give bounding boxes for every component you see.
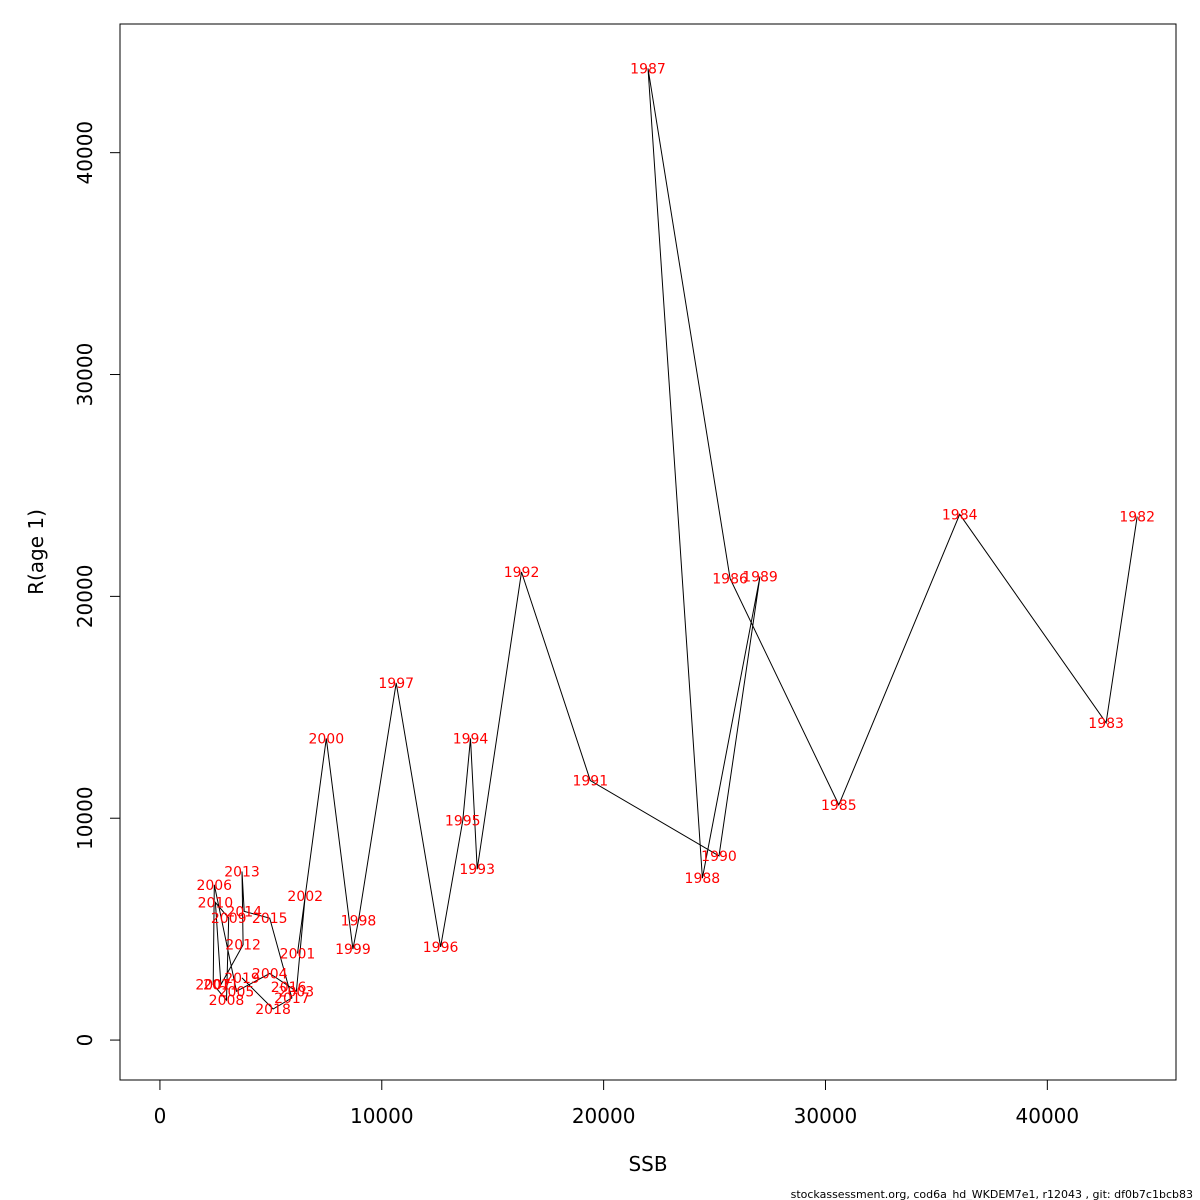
point-label-1988: 1988 (685, 871, 721, 887)
point-label-1989: 1989 (742, 569, 778, 585)
y-tick-label: 10000 (73, 786, 97, 850)
point-label-2018: 2018 (255, 1002, 291, 1018)
x-tick-label: 10000 (350, 1104, 414, 1128)
x-tick-label: 20000 (572, 1104, 636, 1128)
point-label-2014: 2014 (226, 904, 262, 920)
point-label-2003: 2003 (279, 984, 315, 1000)
point-label-2009: 2009 (211, 911, 247, 927)
point-label-1993: 1993 (459, 862, 495, 878)
x-axis-title: SSB (628, 1152, 667, 1176)
point-label-1982: 1982 (1119, 510, 1155, 526)
point-label-2017: 2017 (274, 991, 310, 1007)
point-label-1998: 1998 (341, 913, 377, 929)
x-tick-label: 0 (154, 1104, 167, 1128)
point-label-1995: 1995 (445, 813, 481, 829)
point-label-2006: 2006 (196, 878, 232, 894)
point-label-1983: 1983 (1088, 716, 1124, 732)
point-label-2010: 2010 (198, 896, 234, 912)
point-label-2008: 2008 (209, 993, 245, 1009)
x-axis: 0 10000 20000 30000 40000 (154, 1079, 1080, 1128)
point-label-1987: 1987 (630, 61, 666, 77)
y-axis: 0 10000 20000 30000 40000 (73, 121, 121, 1047)
point-label-1990: 1990 (701, 849, 737, 865)
y-tick-label: 0 (73, 1034, 97, 1047)
point-label-2015: 2015 (252, 911, 288, 927)
y-tick-label: 30000 (73, 343, 97, 407)
point-label-1986: 1986 (712, 572, 748, 588)
point-label-1985: 1985 (821, 798, 857, 814)
point-label-2002: 2002 (287, 889, 323, 905)
point-label-2007: 2007 (195, 978, 231, 994)
y-axis-title: R(age 1) (24, 509, 48, 595)
point-label-1992: 1992 (504, 565, 540, 581)
point-label-2011: 2011 (203, 978, 239, 994)
point-label-1999: 1999 (335, 942, 371, 958)
point-label-2004: 2004 (252, 967, 288, 983)
point-label-1991: 1991 (572, 774, 608, 790)
point-label-2016: 2016 (271, 980, 307, 996)
footer-text: stockassessment.org, cod6a_hd_WKDEM7e1, … (791, 1188, 1193, 1200)
point-label-2001: 2001 (280, 947, 316, 963)
y-tick-label: 20000 (73, 565, 97, 629)
point-label-2000: 2000 (308, 731, 344, 747)
point-label-2013: 2013 (224, 864, 260, 880)
x-tick-label: 30000 (794, 1104, 858, 1128)
x-tick-label: 40000 (1016, 1104, 1080, 1128)
series-line (212, 68, 1138, 1010)
point-label-2005: 2005 (219, 984, 255, 1000)
point-label-1997: 1997 (378, 676, 414, 692)
point-label-1994: 1994 (453, 731, 489, 747)
point-label-2012: 2012 (225, 938, 261, 954)
point-label-1996: 1996 (423, 940, 459, 956)
point-labels: 1982 1983 1984 1985 1986 1987 1988 1989 1990 1991… (195, 61, 1155, 1018)
y-tick-label: 40000 (73, 121, 97, 185)
point-label-2019: 2019 (224, 971, 260, 987)
point-label-1984: 1984 (942, 507, 978, 523)
